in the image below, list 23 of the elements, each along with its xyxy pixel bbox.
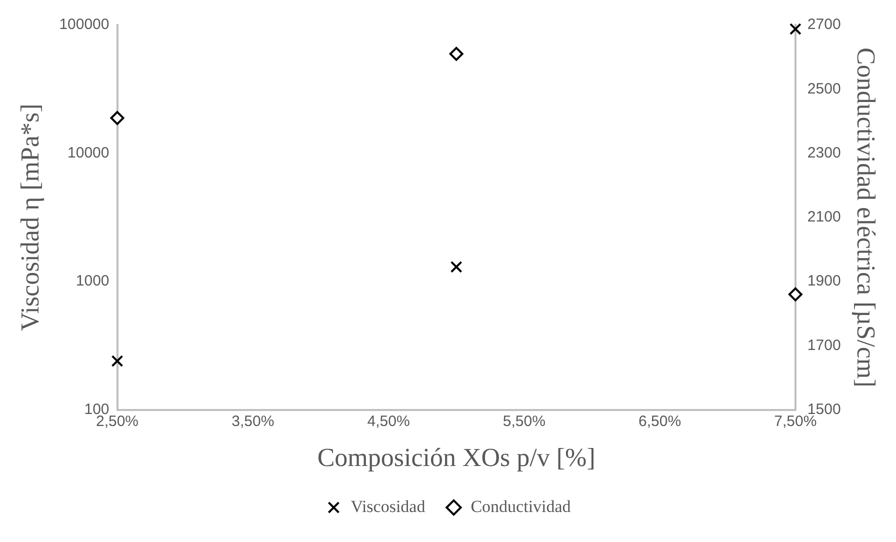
x-tick-label: 4,50% [367,412,410,430]
y2-tick-label: 2300 [807,144,841,162]
legend-label: Viscosidad [350,496,426,516]
x-tick-label: 3,50% [232,412,274,430]
x-tick-label: 5,50% [502,412,546,430]
y2-axis-title: Conductividad eléctrica [µS/cm] [852,47,881,388]
x-tick-label: 6,50% [638,412,682,430]
y2-tick-label: 2700 [807,16,841,34]
point [111,355,124,367]
y2-tick-label: 1700 [807,336,841,354]
y2-tick-label: 2100 [807,208,841,226]
y2-tick-label: 2500 [807,80,841,98]
y2-tick-label: 1900 [807,272,841,290]
y-axis-title: Viscosidad η [mPa*s] [15,104,44,332]
x-tick-label: 7,50% [774,412,817,430]
legend-label: Conductividad [470,496,572,516]
y-tick-label: 100000 [59,16,110,34]
point [789,23,802,35]
point [450,260,462,273]
y-tick-label: 1000 [76,272,110,290]
x-axis-title: Composición XOs p/v [%] [317,443,596,472]
y-tick-label: 10000 [68,144,110,162]
x-tick-label: 2,50% [96,412,139,430]
